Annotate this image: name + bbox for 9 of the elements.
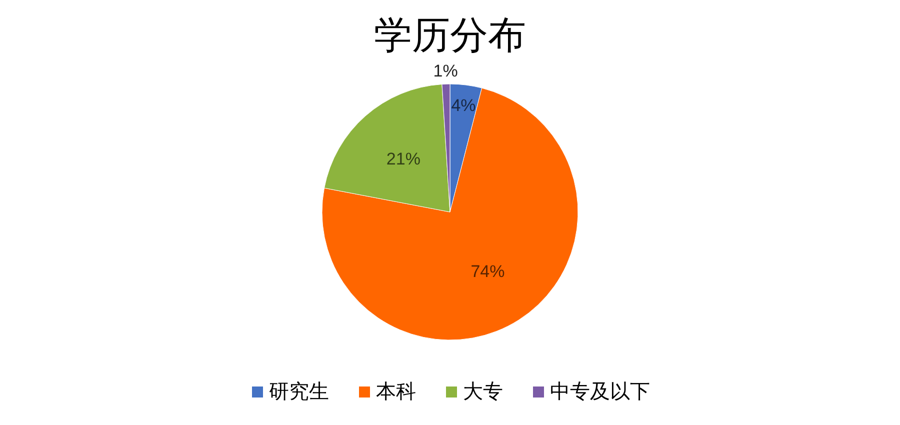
data-label: 21%	[386, 150, 420, 169]
legend-label: 本科	[376, 381, 416, 403]
data-label: 4%	[451, 96, 476, 115]
chart-title: 学历分布	[374, 15, 526, 57]
legend-label: 大专	[463, 381, 503, 403]
data-label: 1%	[433, 62, 458, 81]
data-label: 74%	[470, 262, 505, 281]
legend-label: 中专及以下	[550, 381, 650, 403]
legend-label: 研究生	[269, 381, 329, 403]
